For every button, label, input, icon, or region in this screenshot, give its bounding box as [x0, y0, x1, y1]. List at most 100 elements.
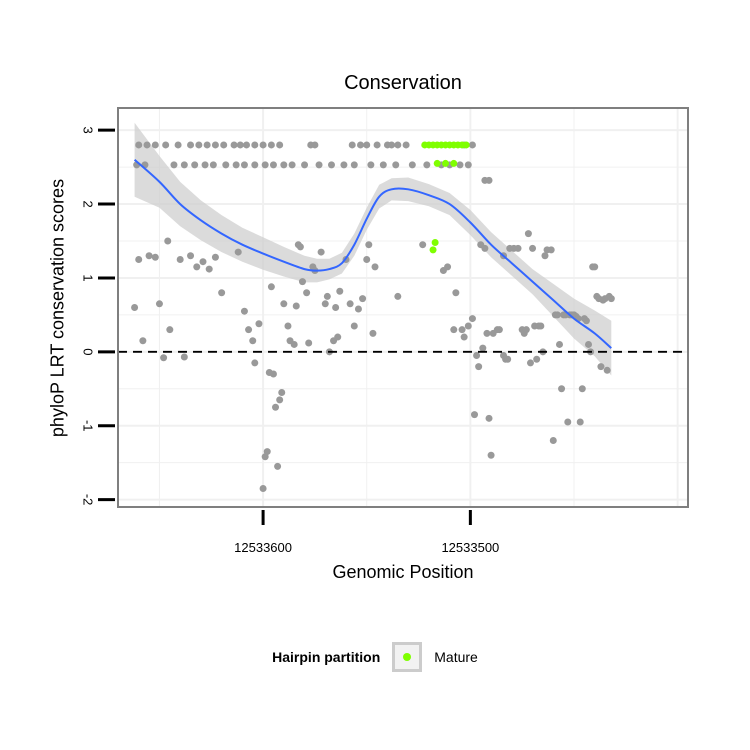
data-point [541, 252, 549, 260]
data-point [232, 161, 240, 169]
data-point [392, 161, 400, 169]
panel-border [117, 107, 689, 508]
data-point [371, 263, 379, 271]
data-point [553, 311, 561, 319]
data-point [373, 141, 381, 149]
data-point [230, 141, 238, 149]
legend: Hairpin partition Mature [0, 638, 750, 676]
chart-title: Conservation [344, 72, 462, 94]
data-point [456, 161, 464, 169]
data-point [473, 352, 481, 360]
data-point [479, 344, 487, 352]
data-point [363, 141, 371, 149]
data-point [323, 292, 331, 300]
data-point [423, 161, 431, 169]
data-point [558, 385, 566, 393]
data-point [180, 353, 188, 361]
data-point [450, 326, 458, 334]
data-point [187, 252, 195, 260]
data-point [439, 267, 447, 275]
smooth-trend-line [133, 158, 612, 349]
data-point [274, 462, 282, 470]
data-point [203, 141, 211, 149]
data-point [209, 161, 217, 169]
data-point [211, 141, 219, 149]
data-point [288, 161, 296, 169]
data-point [290, 340, 298, 348]
data-point [205, 265, 213, 273]
data-point [555, 340, 563, 348]
data-point [549, 437, 557, 444]
data-point [160, 354, 168, 362]
data-point [359, 295, 367, 303]
data-point [481, 176, 489, 184]
data-point [348, 141, 356, 149]
data-point [259, 485, 267, 493]
mature-data-point [462, 141, 470, 149]
data-point [582, 317, 590, 325]
data-point [151, 253, 159, 261]
data-point [176, 255, 184, 263]
data-point [267, 141, 275, 149]
data-point [272, 403, 280, 411]
data-point [564, 418, 572, 426]
y-tick-label: 1 [81, 274, 96, 281]
data-point [524, 230, 532, 238]
data-point [487, 451, 495, 459]
data-point [201, 161, 209, 169]
data-point [475, 363, 483, 371]
data-point [251, 161, 259, 169]
data-point [218, 289, 226, 297]
data-point [321, 300, 329, 308]
mature-data-point [441, 159, 449, 167]
data-point [280, 161, 288, 169]
plot-panel [118, 108, 688, 507]
data-point [408, 161, 416, 169]
data-point [529, 244, 537, 252]
data-point [284, 322, 292, 330]
data-point [234, 248, 242, 256]
data-point [357, 141, 365, 149]
data-point [458, 326, 466, 334]
data-point [315, 161, 323, 169]
data-point [255, 320, 263, 328]
y-tick-label: 3 [81, 127, 96, 134]
data-point [394, 141, 402, 149]
y-tick-label: -1 [81, 420, 96, 432]
data-point [280, 300, 288, 308]
data-point [369, 329, 377, 337]
data-point [483, 329, 491, 337]
data-point [495, 326, 503, 334]
data-point [261, 161, 269, 169]
legend-key-dot [403, 653, 412, 661]
data-point [460, 333, 468, 341]
data-point [174, 141, 182, 149]
x-axis-label: Genomic Position [332, 562, 474, 582]
data-point [533, 355, 541, 363]
mature-data-point [429, 246, 437, 254]
data-point [332, 304, 340, 311]
data-point [249, 337, 257, 345]
data-point [452, 289, 460, 297]
data-point [402, 141, 410, 149]
data-point [170, 161, 178, 169]
data-point [367, 161, 375, 169]
data-point [464, 161, 472, 169]
data-point [537, 322, 545, 330]
data-point [243, 141, 251, 149]
data-point [180, 161, 188, 169]
data-point [388, 141, 396, 149]
data-point [276, 141, 284, 149]
mature-data-point [450, 159, 458, 167]
mature-data-point [431, 238, 439, 246]
data-point [336, 287, 344, 295]
data-point [263, 448, 271, 456]
data-point [363, 255, 371, 263]
legend-key [392, 642, 423, 672]
data-point [317, 248, 325, 256]
data-point [485, 414, 493, 422]
data-point [222, 161, 230, 169]
data-point [522, 326, 530, 334]
data-point [471, 411, 479, 419]
data-point [269, 161, 277, 169]
